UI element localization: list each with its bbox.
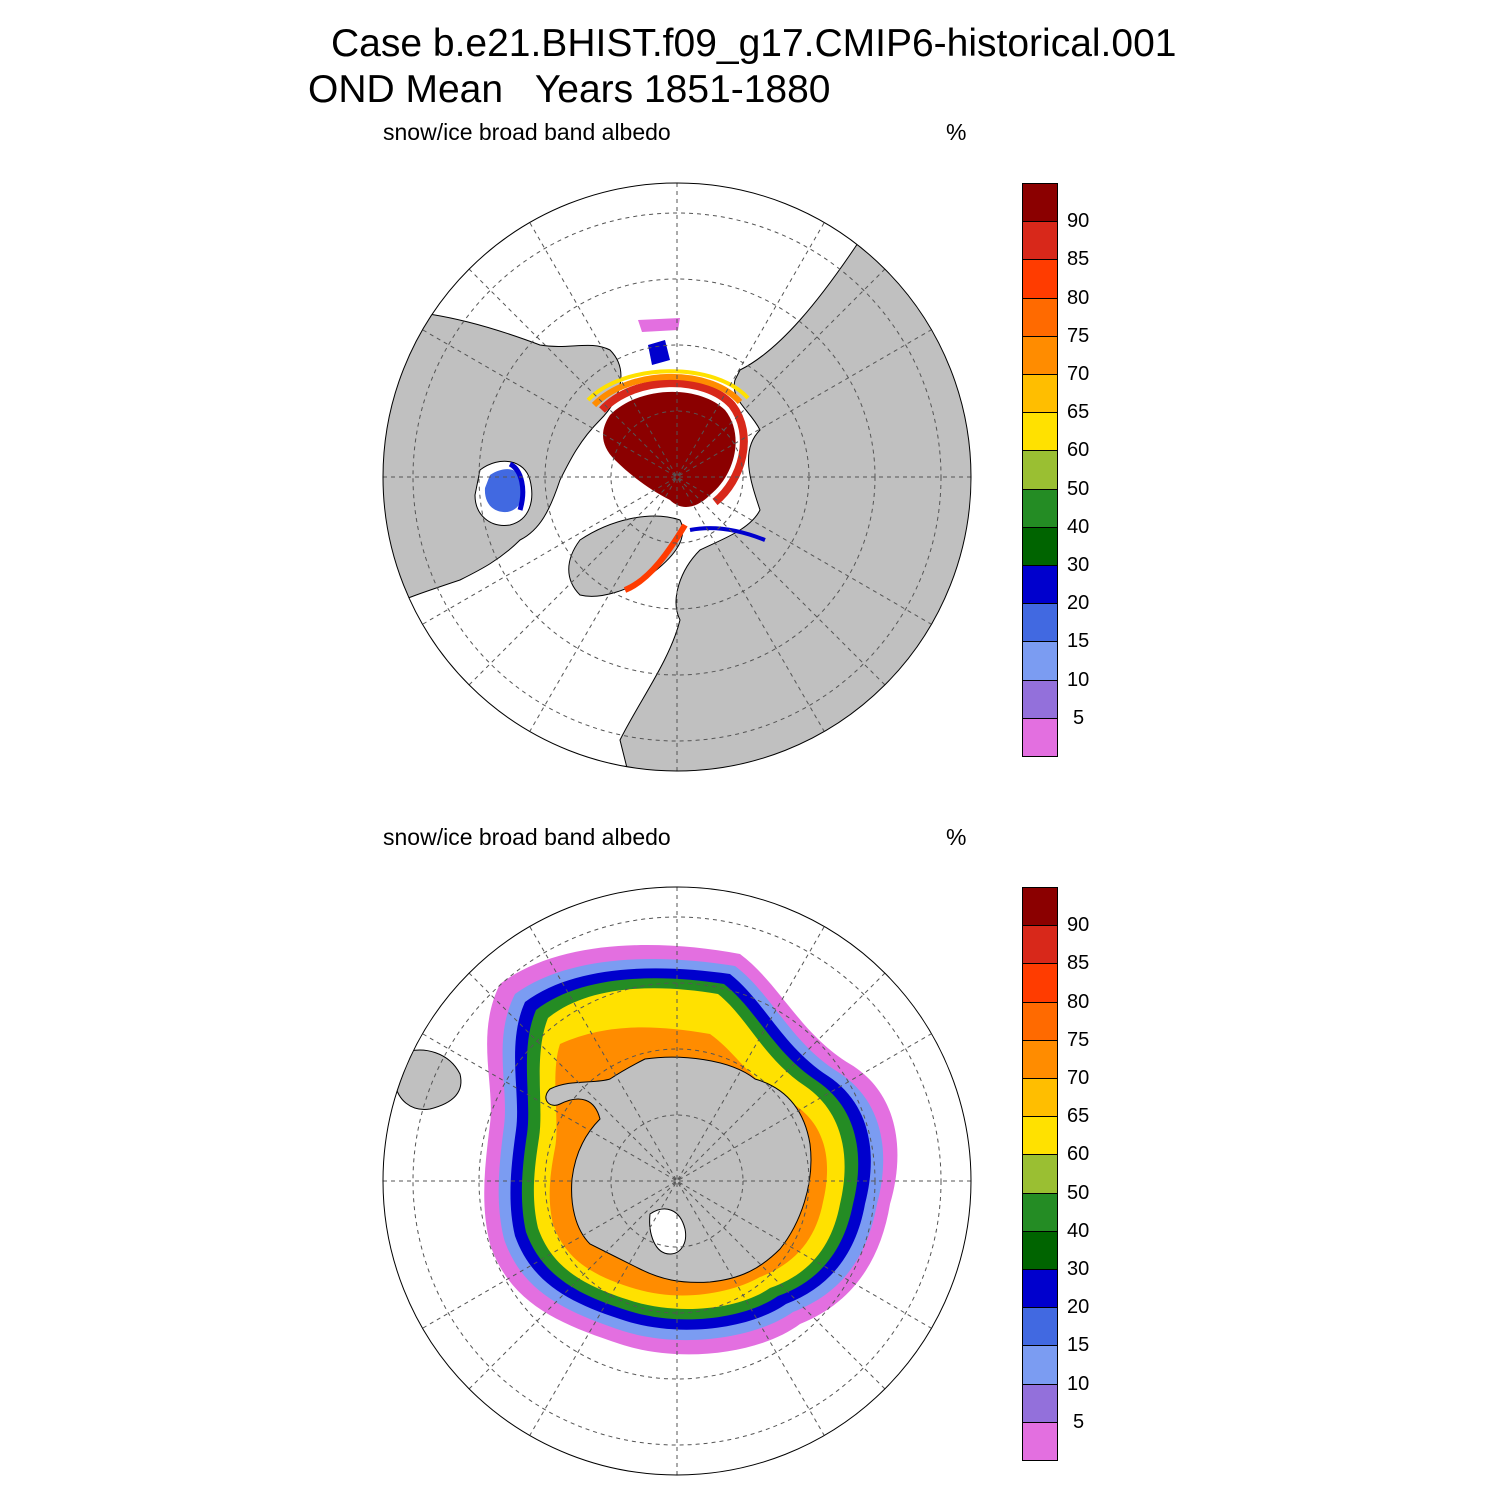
north-land <box>383 183 971 771</box>
colorbar-segment <box>1022 335 1058 374</box>
colorbar-tick-label: 50 <box>1067 1181 1090 1204</box>
colorbar-tick-label: 5 <box>1073 706 1085 729</box>
colorbar-tick-label: 65 <box>1067 401 1090 424</box>
south-america-land <box>394 1049 462 1110</box>
title-line-2: OND Mean Years 1851-1880 <box>308 68 831 111</box>
colorbar-tick-label: 80 <box>1067 990 1090 1013</box>
colorbar-tick-label: 20 <box>1067 1296 1090 1319</box>
colorbar-segment <box>1022 259 1058 298</box>
colorbar-tick-label: 5 <box>1073 1410 1085 1433</box>
colorbar-tick-label: 60 <box>1067 1143 1090 1166</box>
north-variable-label: snow/ice broad band albedo <box>383 119 671 145</box>
colorbar-segment <box>1022 488 1058 527</box>
colorbar-tick-label: 85 <box>1067 952 1090 975</box>
colorbar-tick-label: 40 <box>1067 515 1090 538</box>
bering-ice-2 <box>638 318 680 332</box>
north-graticule <box>383 183 971 771</box>
colorbar-tick-label: 40 <box>1067 1219 1090 1242</box>
hudson-ice <box>484 469 523 513</box>
north-units-label: % <box>946 119 967 145</box>
colorbar-tick-label: 65 <box>1067 1105 1090 1128</box>
colorbar-segment <box>1022 717 1058 757</box>
colorbar-segment <box>1022 641 1058 680</box>
atlantic-ice-edge <box>623 523 688 593</box>
colorbar-tick-label: 15 <box>1067 1334 1090 1357</box>
colorbar-tick-label: 30 <box>1067 1258 1090 1280</box>
colorbar-segment <box>1022 1307 1058 1346</box>
colorbar-segment <box>1022 1421 1058 1461</box>
colorbar-tick-label: 15 <box>1067 630 1090 653</box>
colorbar-segment <box>1022 1039 1058 1078</box>
north-polar-map <box>382 182 972 772</box>
colorbar-segment <box>1022 374 1058 413</box>
north-map-border <box>382 182 972 772</box>
colorbar-tick-label: 70 <box>1067 363 1090 385</box>
colorbar-segment <box>1022 450 1058 489</box>
colorbar-tick-label: 80 <box>1067 286 1090 309</box>
colorbar-segment <box>1022 1078 1058 1117</box>
colorbar-segment <box>1022 526 1058 565</box>
colorbar-segment <box>1022 565 1058 604</box>
colorbar-tick-label: 20 <box>1067 592 1090 615</box>
colorbar-tick-label: 10 <box>1067 1372 1090 1395</box>
hudson-ice-edge <box>508 461 526 511</box>
colorbar-tick-label: 10 <box>1067 668 1090 691</box>
colorbar-tick-label: 90 <box>1067 914 1090 937</box>
colorbar-tick-label: 70 <box>1067 1067 1090 1089</box>
colorbar-segment <box>1022 297 1058 336</box>
colorbar-tick-label: 60 <box>1067 439 1090 462</box>
colorbar-segment <box>1022 221 1058 260</box>
colorbar-segment <box>1022 1345 1058 1384</box>
colorbar-segment <box>1022 183 1058 222</box>
colorbar-segment <box>1022 412 1058 451</box>
colorbar-segment <box>1022 1230 1058 1269</box>
eurasia-land <box>619 239 971 771</box>
colorbar-tick-label: 90 <box>1067 210 1090 233</box>
arctic-ice-ring-1 <box>599 379 748 506</box>
title-line-1: Case b.e21.BHIST.f09_g17.CMIP6-historica… <box>331 22 1177 65</box>
colorbar-segment <box>1022 1383 1058 1422</box>
colorbar-segment <box>1022 1269 1058 1308</box>
colorbar-segment <box>1022 1001 1058 1040</box>
north-colorbar <box>1022 183 1058 757</box>
south-map-border <box>382 886 972 1476</box>
colorbar-tick-label: 75 <box>1067 1028 1090 1051</box>
colorbar-segment <box>1022 1154 1058 1193</box>
antarctica-land <box>545 1056 812 1283</box>
arctic-ice-ring-2 <box>591 373 743 408</box>
north-america-land <box>383 309 622 611</box>
colorbar-tick-label: 75 <box>1067 324 1090 347</box>
colorbar-segment <box>1022 925 1058 964</box>
arctic-ice-core <box>603 391 736 507</box>
south-colorbar <box>1022 887 1058 1461</box>
colorbar-tick-label: 85 <box>1067 248 1090 271</box>
colorbar-segment <box>1022 1192 1058 1231</box>
south-variable-label: snow/ice broad band albedo <box>383 824 671 850</box>
south-graticule <box>383 887 971 1475</box>
colorbar-tick-label: 30 <box>1067 554 1090 576</box>
colorbar-segment <box>1022 1116 1058 1155</box>
bering-ice <box>648 340 670 365</box>
colorbar-segment <box>1022 887 1058 926</box>
south-polar-map <box>382 886 972 1476</box>
colorbar-segment <box>1022 679 1058 718</box>
south-units-label: % <box>946 824 967 850</box>
colorbar-tick-label: 50 <box>1067 477 1090 500</box>
colorbar-segment <box>1022 603 1058 642</box>
colorbar-segment <box>1022 963 1058 1002</box>
atlantic-ice-edge-2 <box>689 526 766 542</box>
arctic-ice-ring-3 <box>586 369 750 402</box>
